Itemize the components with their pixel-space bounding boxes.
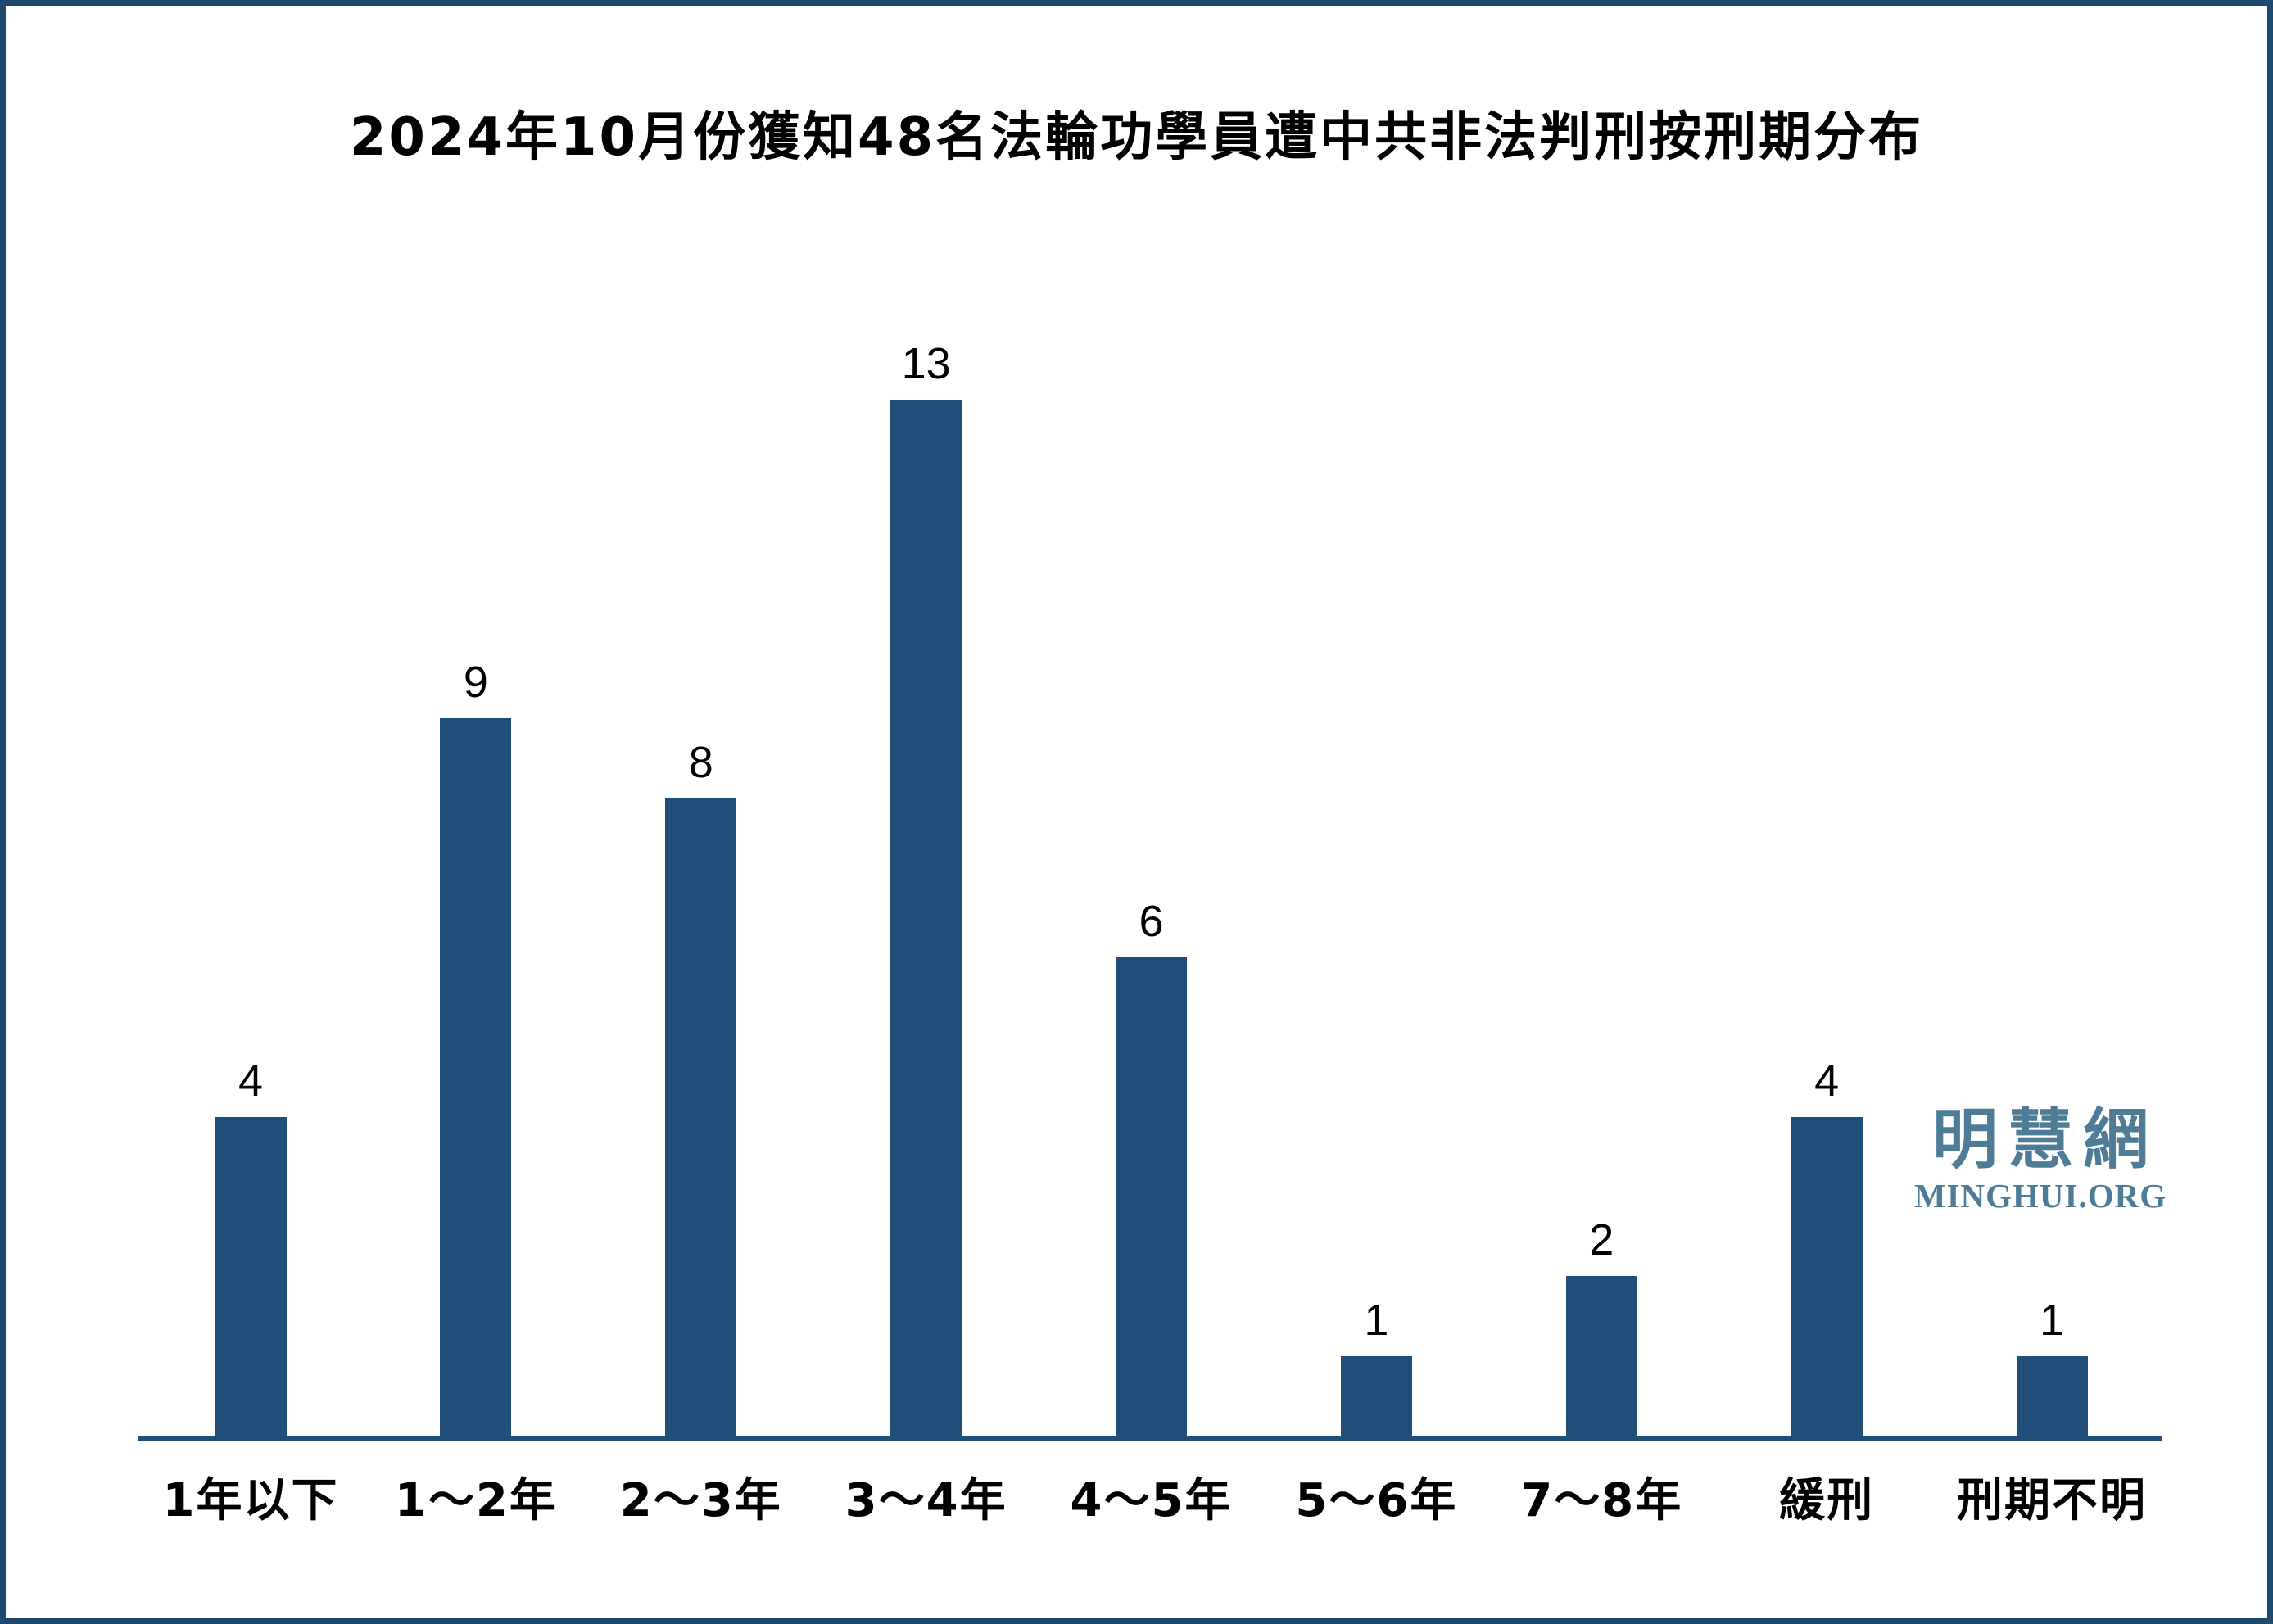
x-axis-label: 刑期不明 bbox=[1957, 1474, 2147, 1527]
bar bbox=[2016, 1355, 2088, 1436]
bar bbox=[215, 1116, 287, 1436]
bar-value-label: 1 bbox=[1364, 1295, 1389, 1345]
bar bbox=[665, 798, 737, 1436]
bar-value-label: 9 bbox=[463, 658, 488, 708]
bar-value-label: 13 bbox=[901, 339, 951, 389]
x-axis-label: 4～5年 bbox=[1070, 1474, 1233, 1527]
bar-value-label: 6 bbox=[1139, 897, 1164, 947]
bar bbox=[890, 400, 962, 1436]
minghui-logo-chinese: 明慧網 bbox=[1932, 1102, 2158, 1178]
bar bbox=[1116, 957, 1187, 1436]
x-axis-label: 5～6年 bbox=[1295, 1474, 1458, 1527]
bar bbox=[440, 718, 512, 1436]
x-axis-line bbox=[138, 1436, 2162, 1441]
bar-value-label: 8 bbox=[688, 737, 713, 787]
x-axis-label: 1～2年 bbox=[394, 1474, 557, 1527]
x-axis-label: 3～4年 bbox=[844, 1474, 1007, 1527]
bar bbox=[1565, 1276, 1637, 1436]
x-axis-label: 緩刑 bbox=[1779, 1474, 1875, 1527]
plot-area: 4 9 8 13 6 1 2 4 1 bbox=[138, 0, 2162, 1436]
x-axis-label: 7～8年 bbox=[1520, 1474, 1683, 1527]
bar-value-label: 2 bbox=[1589, 1215, 1614, 1265]
x-axis-label: 1年以下 bbox=[162, 1474, 339, 1527]
chart-title: 2024年10月份獲知48名法輪功學員遭中共非法判刑按刑期分布 bbox=[349, 107, 1924, 168]
minghui-logo-english: MINGHUI.ORG bbox=[1913, 1177, 2167, 1215]
bar-value-label: 1 bbox=[2039, 1295, 2065, 1345]
bar-value-label: 4 bbox=[238, 1056, 264, 1106]
bar bbox=[1791, 1116, 1863, 1436]
bar bbox=[1340, 1355, 1412, 1436]
minghui-logo: 明慧網 MINGHUI.ORG bbox=[1909, 1107, 2172, 1213]
x-axis-label: 2～3年 bbox=[619, 1474, 782, 1527]
bar-value-label: 4 bbox=[1814, 1056, 1840, 1106]
